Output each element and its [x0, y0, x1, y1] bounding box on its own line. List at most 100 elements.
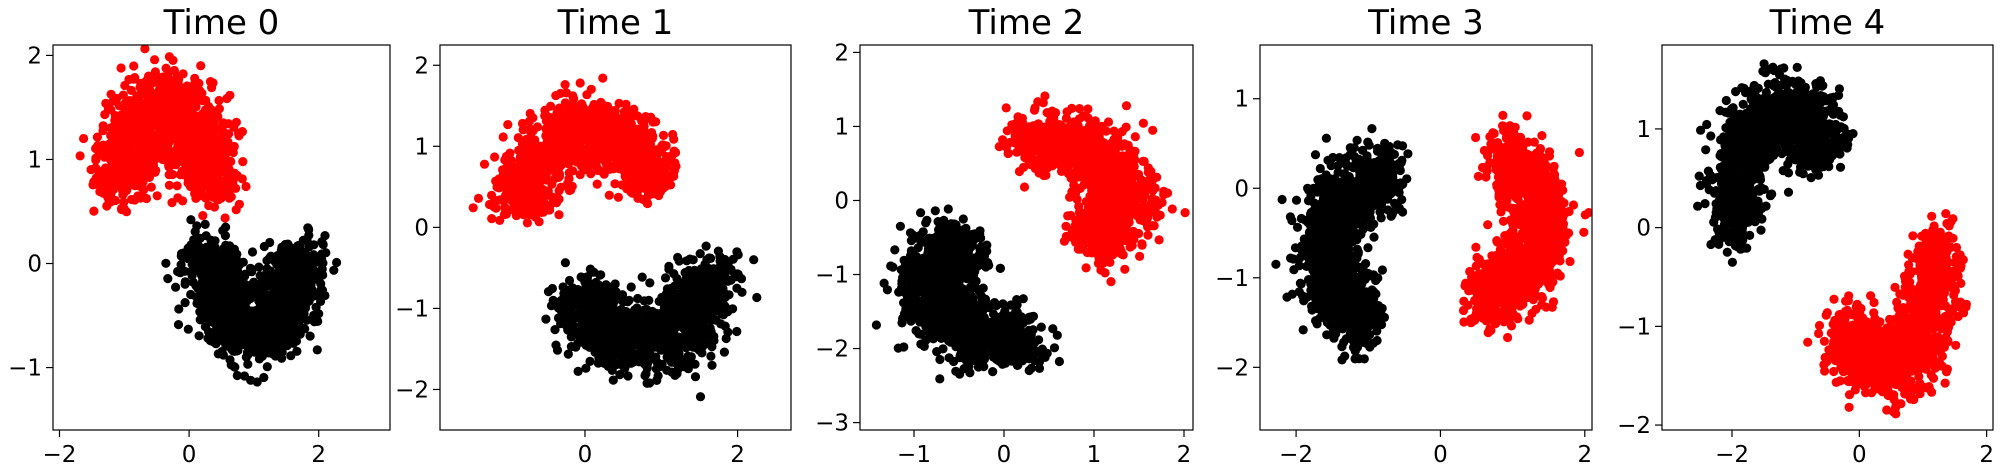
scatter-point: [706, 351, 716, 361]
scatter-point: [612, 359, 622, 369]
scatter-point: [295, 240, 305, 251]
scatter-point: [700, 292, 710, 302]
scatter-point: [690, 315, 700, 326]
scatter-point: [171, 282, 181, 292]
scatter-point: [235, 270, 245, 281]
scatter-point: [175, 91, 185, 101]
scatter-point: [573, 366, 583, 376]
scatter-point: [644, 295, 654, 305]
scatter-point: [184, 175, 194, 185]
scatter-point: [100, 109, 110, 120]
scatter-point: [623, 371, 633, 381]
scatter-point: [560, 258, 571, 268]
scatter-point: [1180, 208, 1190, 218]
scatter-point: [213, 349, 223, 359]
scatter-point: [119, 146, 130, 156]
scatter-point: [151, 90, 161, 100]
scatter-point: [272, 325, 282, 335]
scatter-point: [258, 271, 268, 281]
scatter-point: [498, 196, 509, 206]
scatter-point: [620, 171, 630, 181]
scatter-point: [695, 392, 706, 402]
scatter-point: [614, 116, 624, 126]
scatter-point: [302, 276, 312, 286]
scatter-point: [216, 260, 226, 270]
scatter-point: [329, 265, 339, 275]
scatter-point: [199, 164, 209, 175]
scatter-point: [696, 270, 706, 280]
x-tick-label: 0: [578, 442, 593, 468]
scatter-point: [233, 345, 243, 356]
scatter-point: [1148, 125, 1158, 135]
scatter-point: [639, 306, 649, 316]
scatter-point: [262, 362, 272, 372]
scatter-point: [172, 181, 182, 191]
scatter-point: [202, 118, 212, 128]
scatter-point: [103, 192, 113, 202]
scatter-point: [244, 343, 254, 353]
scatter-point: [707, 360, 717, 370]
scatter-point: [238, 157, 248, 167]
scatter-point: [98, 126, 108, 136]
scatter-points: [468, 73, 762, 402]
scatter-point: [210, 236, 220, 246]
scatter-point: [621, 99, 631, 109]
scatter-point: [557, 123, 567, 133]
scatter-point: [680, 309, 690, 319]
scatter-point: [634, 352, 645, 362]
scatter-point: [166, 90, 176, 100]
scatter-point: [79, 133, 89, 144]
scatter-point: [525, 153, 536, 163]
scatter-point: [140, 149, 150, 159]
scatter-point: [728, 254, 738, 264]
scatter-point: [225, 263, 235, 273]
scatter-point: [120, 182, 131, 192]
scatter-point: [621, 355, 631, 365]
scatter-point: [311, 302, 321, 312]
scatter-point: [160, 115, 170, 125]
scatter-point: [689, 302, 699, 312]
y-tick-label: −2: [395, 377, 429, 403]
scatter-point: [168, 169, 178, 180]
scatter-point: [150, 103, 160, 113]
scatter-point: [126, 85, 136, 95]
scatter-point: [711, 306, 721, 316]
scatter-point: [704, 302, 714, 312]
scatter-point: [604, 190, 614, 200]
scatter-point: [108, 179, 118, 189]
scatter-point: [615, 370, 625, 380]
scatter-point: [218, 226, 228, 236]
scatter-point: [643, 198, 653, 209]
scatter-point: [569, 111, 579, 121]
scatter-point: [295, 301, 306, 311]
scatter-point: [525, 132, 536, 142]
scatter-point: [511, 182, 521, 192]
scatter-point: [163, 274, 173, 284]
scatter-point: [646, 159, 657, 169]
scatter-point: [253, 347, 263, 357]
scatter-point: [685, 254, 695, 264]
scatter-point: [584, 281, 594, 291]
scatter-point: [213, 326, 223, 336]
scatter-point: [498, 165, 508, 175]
y-tick-label: 2: [414, 53, 429, 79]
scatter-point: [647, 114, 657, 124]
scatter-point: [180, 266, 190, 276]
scatter-point: [1019, 182, 1030, 192]
scatter-point: [690, 372, 701, 382]
scatter-point: [120, 157, 130, 167]
scatter-point: [155, 149, 165, 159]
scatter-point: [227, 299, 237, 309]
scatter-point: [653, 371, 663, 381]
scatter-point: [568, 91, 578, 101]
scatter-point: [706, 315, 716, 326]
scatter-point: [201, 193, 211, 203]
scatter-point: [710, 272, 720, 283]
scatter-point: [646, 173, 656, 184]
scatter-point: [120, 80, 130, 91]
scatter-point: [491, 203, 501, 213]
scatter-point: [167, 114, 177, 124]
scatter-point: [533, 163, 543, 173]
scatter-point: [547, 283, 558, 294]
